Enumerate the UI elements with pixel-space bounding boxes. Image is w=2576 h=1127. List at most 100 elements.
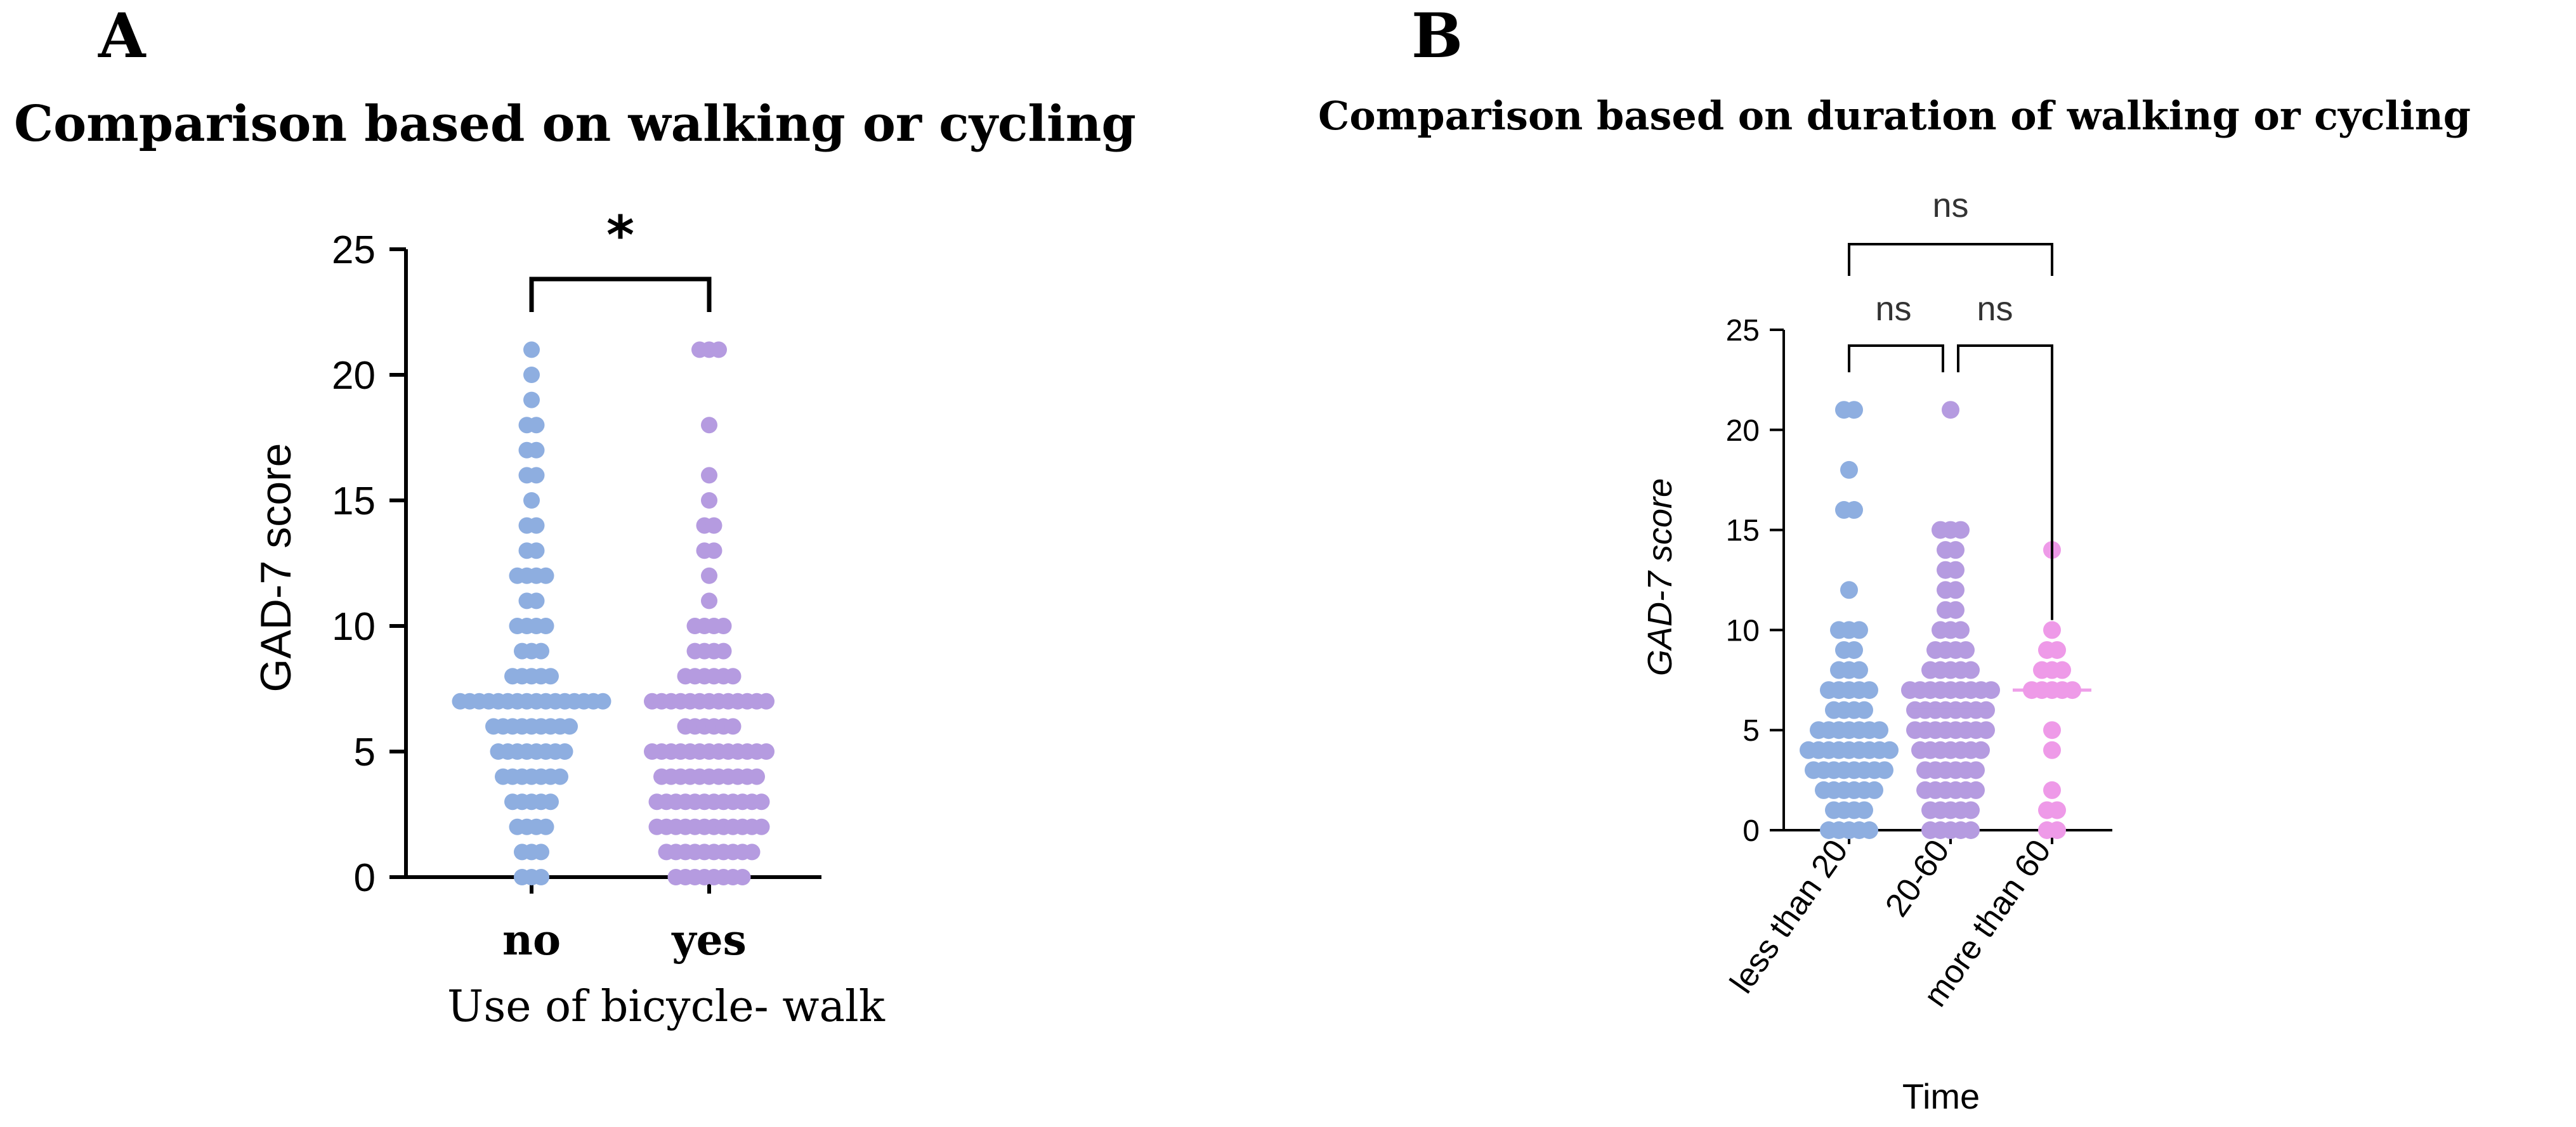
panel-b-sig-label-2-3: ns xyxy=(1977,290,2013,328)
panel-b-ytick-label-5: 5 xyxy=(1742,714,1760,748)
panel-a-ylabel: GAD-7 score xyxy=(252,443,300,693)
panel-a-point xyxy=(528,417,545,434)
panel-a-ytick-label-25: 25 xyxy=(332,228,376,272)
panel-a-category-yes: yes xyxy=(671,915,747,965)
panel-b-point xyxy=(1840,581,1858,599)
panel-b-point xyxy=(1840,460,1858,479)
panel-b-ytick-label-15: 15 xyxy=(1726,514,1760,548)
panel-b-point xyxy=(1947,601,1965,619)
panel-b-point xyxy=(1957,641,1975,659)
panel-a-point xyxy=(701,417,717,434)
panel-b-point xyxy=(2048,821,2066,839)
panel-b-point xyxy=(1845,401,1863,419)
panel-a-ytick-label-20: 20 xyxy=(332,354,376,398)
panel-b-point xyxy=(1850,661,1868,679)
panel-a-point xyxy=(537,618,554,634)
panel-b-point xyxy=(1942,401,1959,419)
panel-b-point xyxy=(2043,741,2061,759)
chart-marks: 0 5 10 15 20 25 0 5 10 15 20 25 xyxy=(332,228,2112,900)
panel-b-point xyxy=(1947,561,1965,579)
panel-b-label: B xyxy=(1411,0,1463,72)
panel-a-point xyxy=(533,642,549,660)
panel-a-ytick-label-5: 5 xyxy=(354,731,376,774)
panel-b-point xyxy=(2043,721,2061,739)
panel-b-title: Comparison based on duration of walking … xyxy=(1318,93,2471,139)
panel-b-point xyxy=(1860,821,1878,839)
panel-a-point xyxy=(710,341,727,358)
panel-a-point xyxy=(537,818,554,835)
panel-b-point xyxy=(1947,581,1965,599)
panel-b-sig-label-1-3: ns xyxy=(1932,186,1968,225)
panel-a-point xyxy=(734,869,751,885)
panel-b-point xyxy=(2043,781,2061,799)
panel-a-point xyxy=(537,567,554,584)
panel-b-point xyxy=(1871,721,1888,739)
panel-a-point xyxy=(561,718,578,735)
panel-b-point xyxy=(1845,641,1863,659)
panel-b-point xyxy=(1972,741,1990,759)
panel-a-point xyxy=(528,542,545,559)
panel-a-point xyxy=(594,693,611,710)
panel-b-category-less-than-20: less than 20 xyxy=(1723,833,1855,1000)
panel-b-significance-bracket xyxy=(1848,243,2053,276)
panel-b-sig-label-1-2: ns xyxy=(1875,290,1911,328)
panel-a-point xyxy=(533,844,549,861)
panel-b-point xyxy=(1952,521,1970,539)
panel-b-point xyxy=(1855,801,1873,819)
panel-b-point xyxy=(1962,821,1980,839)
panel-a-category-no: no xyxy=(502,915,561,965)
panel-a-xlabel: Use of bicycle- walk xyxy=(447,982,886,1032)
panel-a-point xyxy=(523,492,540,509)
panel-b-point xyxy=(1967,761,1985,779)
panel-a-point xyxy=(523,391,540,408)
panel-b-significance-bracket xyxy=(1848,344,1944,372)
panel-a-point xyxy=(701,492,717,509)
panel-a-ytick-label-0: 0 xyxy=(354,856,376,900)
panel-a-point xyxy=(749,768,765,785)
panel-a-point xyxy=(753,793,770,811)
panel-b-category-20-60: 20-60 xyxy=(1878,833,1957,923)
panel-b-point xyxy=(2053,661,2071,679)
panel-a-significance-label: * xyxy=(606,204,634,266)
panel-b-point xyxy=(1845,501,1863,519)
panel-a-point xyxy=(528,441,545,459)
panel-b-point xyxy=(2043,621,2061,639)
panel-a-point xyxy=(753,818,770,835)
panel-b-ytick-label-10: 10 xyxy=(1726,614,1760,648)
panel-b-point xyxy=(1855,701,1873,719)
panel-b-point xyxy=(1962,661,1980,679)
panel-a-label: A xyxy=(98,0,147,72)
panel-a-point xyxy=(715,618,732,634)
panel-b-xlabel: Time xyxy=(1902,1076,1980,1116)
panel-a-point xyxy=(552,768,568,785)
panel-b-ytick-label-25: 25 xyxy=(1726,314,1760,348)
panel-b-ylabel: GAD-7 score xyxy=(1641,478,1679,676)
panel-a-point xyxy=(542,668,559,685)
panel-b-point xyxy=(1860,681,1878,700)
panel-b-point xyxy=(1962,801,1980,819)
panel-b-point xyxy=(1952,621,1970,639)
panel-a-point xyxy=(701,592,717,609)
panel-a-point xyxy=(701,567,717,584)
panel-a-ytick-label-10: 10 xyxy=(332,605,376,649)
panel-b-point xyxy=(1881,741,1899,759)
panel-a-point xyxy=(523,341,540,358)
panel-a-point xyxy=(556,743,573,760)
panel-a-point xyxy=(758,693,775,710)
panel-a-point xyxy=(542,793,559,811)
panel-a-point xyxy=(523,367,540,383)
panel-b-ytick-label-20: 20 xyxy=(1726,414,1760,448)
panel-b-ytick-label-0: 0 xyxy=(1742,814,1760,848)
panel-a-ytick-label-15: 15 xyxy=(332,479,376,523)
panel-b-point xyxy=(2048,801,2066,819)
panel-b-point xyxy=(1977,721,1995,739)
panel-a-point xyxy=(743,844,761,861)
panel-a-point xyxy=(705,517,722,534)
panel-a-point xyxy=(715,642,732,660)
panel-a-point xyxy=(724,668,742,685)
panel-a-point xyxy=(528,467,545,484)
panel-b-point xyxy=(1866,781,1883,799)
panel-a-significance-bracket xyxy=(529,277,712,312)
panel-b-significance-bracket xyxy=(1957,344,2053,620)
